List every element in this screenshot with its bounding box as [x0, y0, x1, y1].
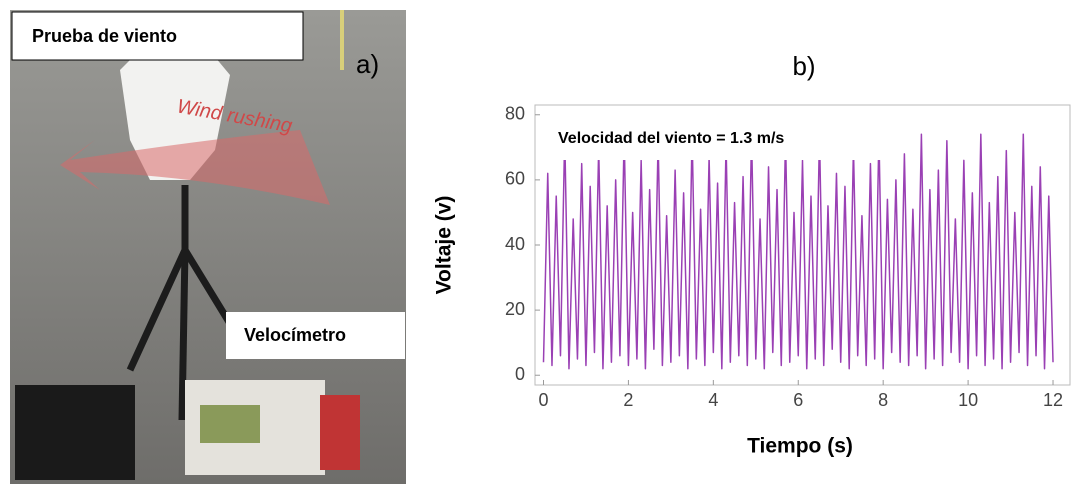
x-tick-label: 2 [623, 390, 633, 410]
x-tick-label: 4 [708, 390, 718, 410]
signal-line [543, 134, 1053, 368]
device-label: Velocímetro [244, 325, 346, 345]
y-tick-label: 40 [505, 234, 525, 254]
y-axis-label: Voltaje (v) [433, 196, 456, 295]
y-tick-label: 20 [505, 299, 525, 319]
x-tick-label: 6 [793, 390, 803, 410]
screen [200, 405, 260, 443]
chart: b) Tiempo (s) Voltaje (v) 0 20 40 60 80 0 2 4 6 8… [433, 51, 1070, 458]
y-tick-label: 80 [505, 104, 525, 124]
panel-label: a) [356, 49, 379, 79]
figure: Prueba de viento a) Wind rushing Velocím… [0, 0, 1089, 484]
annotation: Velocidad del viento = 1.3 m/s [558, 130, 784, 147]
anemometer [320, 395, 360, 470]
x-tick-label: 0 [538, 390, 548, 410]
y-tick-label: 60 [505, 169, 525, 189]
y-tick-label: 0 [515, 364, 525, 384]
photo: Prueba de viento a) Wind rushing Velocím… [10, 10, 406, 484]
x-axis-label: Tiempo (s) [747, 435, 853, 458]
battery-box [15, 385, 135, 480]
x-tick-label: 10 [958, 390, 978, 410]
photo-title: Prueba de viento [32, 26, 177, 46]
road-line [340, 10, 344, 70]
x-tick-label: 8 [878, 390, 888, 410]
x-tick-label: 12 [1043, 390, 1063, 410]
panel-label: b) [792, 51, 815, 81]
